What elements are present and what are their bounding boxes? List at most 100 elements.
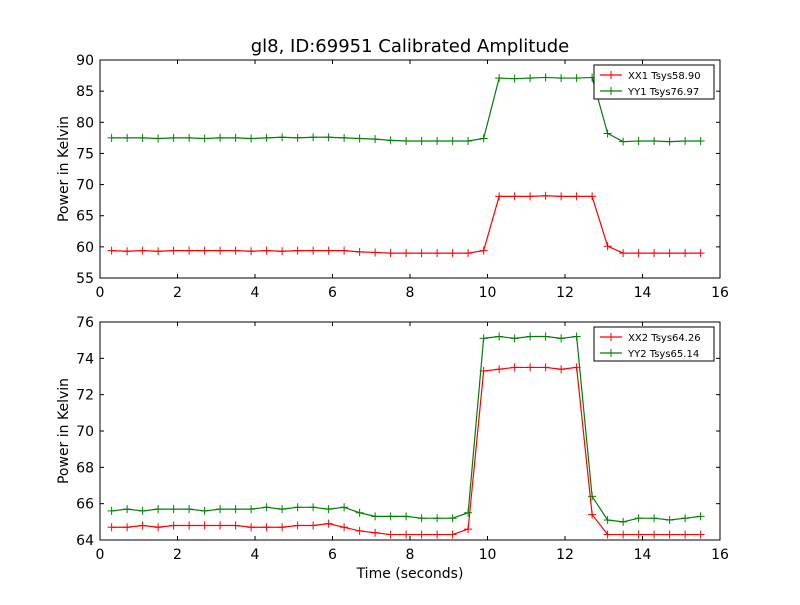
bottom-y-tick-label: 72 bbox=[76, 388, 94, 404]
bottom-series-1-point bbox=[665, 530, 674, 539]
bottom-y-tick-label: 74 bbox=[76, 351, 94, 367]
top-series-1-point bbox=[154, 247, 163, 256]
bottom-series-2-point bbox=[154, 505, 163, 514]
bottom-series-1-point bbox=[107, 523, 116, 532]
bottom-series-1-point bbox=[309, 521, 318, 530]
bottom-series-2-point bbox=[665, 516, 674, 525]
top-series-1-point bbox=[479, 246, 488, 255]
top-series-2-point bbox=[665, 137, 674, 146]
top-plot: 0 2 4 6 8 10 12 14 16 55 60 65 70 75 80 85 90 XX1 Tsys58.… bbox=[76, 53, 729, 301]
top-legend-marker-2 bbox=[607, 87, 615, 95]
bottom-series-2-point bbox=[138, 506, 147, 515]
top-x-tick-label: 0 bbox=[96, 285, 105, 301]
top-series-2-point bbox=[572, 74, 581, 83]
top-series-1-point bbox=[138, 246, 147, 255]
top-series-2-point bbox=[634, 136, 643, 145]
bottom-series-2-point bbox=[355, 508, 364, 517]
top-series-1-point bbox=[665, 249, 674, 258]
bottom-series-1-point bbox=[619, 530, 628, 539]
top-series-2-point bbox=[169, 133, 178, 142]
bottom-series-1-point bbox=[185, 521, 194, 530]
top-series-2-point bbox=[231, 133, 240, 142]
top-series-1-point bbox=[464, 249, 473, 258]
top-series-1-point bbox=[588, 192, 597, 201]
top-series-1-point bbox=[216, 246, 225, 255]
bottom-series-1-point bbox=[464, 525, 473, 534]
bottom-series-1-point bbox=[262, 523, 271, 532]
top-series-2-point bbox=[309, 133, 318, 142]
bottom-series-1-point bbox=[603, 530, 612, 539]
top-series-2-point bbox=[448, 136, 457, 145]
top-x-tick-label: 12 bbox=[556, 285, 574, 301]
top-series-1-point bbox=[324, 246, 333, 255]
top-series-1-point bbox=[355, 247, 364, 256]
bottom-legend-marker-1 bbox=[607, 333, 615, 341]
bottom-series-2-point bbox=[479, 334, 488, 343]
top-y-tick-label: 60 bbox=[76, 240, 94, 256]
bottom-series-2-point bbox=[495, 332, 504, 341]
bottom-series-2-point bbox=[386, 512, 395, 521]
bottom-series-1-point bbox=[681, 530, 690, 539]
top-series-1-point bbox=[603, 242, 612, 251]
top-series-1-point bbox=[541, 191, 550, 200]
top-series-1-point bbox=[309, 246, 318, 255]
bottom-series-1-point bbox=[231, 521, 240, 530]
bottom-series-1-point bbox=[340, 523, 349, 532]
top-series-1-point bbox=[572, 192, 581, 201]
top-series-2-point bbox=[293, 133, 302, 142]
top-series-2-point bbox=[154, 134, 163, 143]
bottom-series-1-point bbox=[588, 510, 597, 519]
top-series-1-point bbox=[526, 192, 535, 201]
top-series-2-point bbox=[355, 134, 364, 143]
bottom-series-2-point bbox=[681, 514, 690, 523]
bottom-series-2-point bbox=[526, 332, 535, 341]
bottom-series-1-point bbox=[433, 530, 442, 539]
bottom-series-2-point bbox=[309, 503, 318, 512]
top-y-tick-label: 80 bbox=[76, 115, 94, 131]
top-legend-marker-1 bbox=[607, 71, 615, 79]
chart-title: gl8, ID:69951 Calibrated Amplitude bbox=[251, 36, 570, 57]
top-series-2-point bbox=[510, 74, 519, 83]
top-series-1-point bbox=[634, 249, 643, 258]
bottom-y-tick-label: 66 bbox=[76, 497, 94, 513]
top-series-1-point bbox=[448, 249, 457, 258]
top-series-1-point bbox=[169, 246, 178, 255]
top-y-axis-label: Power in Kelvin bbox=[56, 116, 72, 222]
bottom-series-2-point bbox=[293, 503, 302, 512]
bottom-series-2-point bbox=[247, 505, 256, 514]
bottom-x-tick-label: 4 bbox=[251, 547, 260, 563]
top-x-tick-label: 14 bbox=[634, 285, 652, 301]
bottom-x-tick-label: 6 bbox=[328, 547, 337, 563]
top-series-2-point bbox=[247, 134, 256, 143]
bottom-x-tick-label: 12 bbox=[556, 547, 574, 563]
top-series-2-point bbox=[495, 74, 504, 83]
bottom-series-2-point bbox=[696, 512, 705, 521]
bottom-series-2-point bbox=[588, 492, 597, 501]
bottom-series-1-point bbox=[324, 519, 333, 528]
top-series-1-point bbox=[340, 246, 349, 255]
top-series-1-point bbox=[262, 246, 271, 255]
bottom-series-1-point bbox=[355, 526, 364, 535]
bottom-series-1-point bbox=[696, 530, 705, 539]
bottom-series-1-point bbox=[216, 521, 225, 530]
top-series-1-point bbox=[696, 249, 705, 258]
bottom-series-2-point bbox=[262, 503, 271, 512]
top-series-1-point bbox=[619, 249, 628, 258]
top-series-1-point bbox=[681, 249, 690, 258]
bottom-series-2-point bbox=[371, 512, 380, 521]
top-series-1-point bbox=[557, 192, 566, 201]
bottom-series-2-point bbox=[619, 517, 628, 526]
top-series-1-point bbox=[510, 192, 519, 201]
bottom-series-2-point bbox=[402, 512, 411, 521]
top-series-2-point bbox=[107, 133, 116, 142]
bottom-series-2-point bbox=[123, 505, 132, 514]
top-series-2-point bbox=[324, 133, 333, 142]
bottom-series-1-point bbox=[510, 363, 519, 372]
top-legend-label-2: YY1 Tsys76.97 bbox=[627, 87, 699, 98]
bottom-y-tick-label: 64 bbox=[76, 533, 94, 549]
top-series-2-point bbox=[123, 133, 132, 142]
top-series-2-point bbox=[541, 73, 550, 82]
